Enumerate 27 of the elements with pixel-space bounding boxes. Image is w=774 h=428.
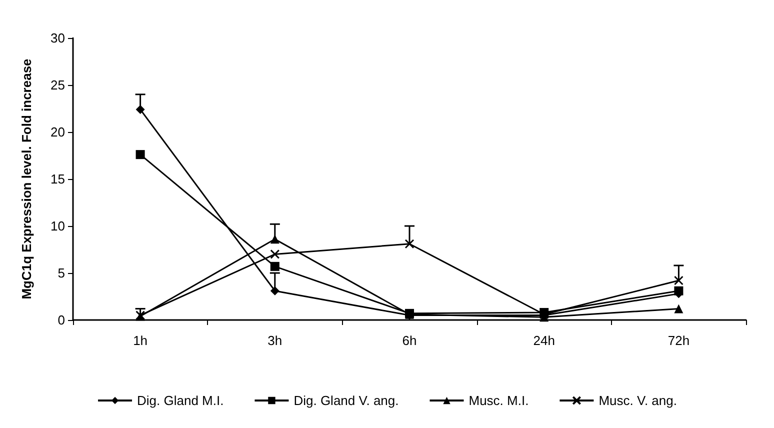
y-axis-title: MgC1q Expression level. Fold increase	[19, 58, 34, 300]
x-tick-label: 24h	[533, 333, 555, 348]
y-tick-label: 10	[50, 218, 65, 234]
point	[270, 249, 280, 259]
point	[674, 286, 684, 296]
legend-label: Dig. Gland V. ang.	[294, 393, 399, 408]
point	[270, 286, 280, 296]
legend-label: Musc. M.I.	[468, 393, 529, 408]
point	[404, 239, 414, 249]
point	[136, 150, 145, 160]
point	[270, 234, 280, 244]
legend-label: Dig. Gland M.I.	[137, 393, 224, 408]
x-tick-label: 1h	[133, 333, 148, 348]
point	[136, 104, 145, 114]
point	[674, 276, 684, 286]
x-tick-label: 72h	[668, 333, 690, 348]
x-tick-label: 6h	[402, 333, 417, 348]
y-tick-label: 20	[50, 124, 65, 140]
y-tick-label: 5	[58, 266, 65, 280]
y-tick-label: 0	[58, 312, 65, 328]
legend-label: Musc. V. ang.	[598, 393, 677, 408]
x-tick-label: 3h	[268, 333, 282, 348]
y-tick-label: 25	[50, 78, 65, 92]
y-tick-label: 15	[50, 172, 65, 186]
point	[270, 262, 280, 271]
point	[674, 304, 684, 314]
y-tick-label: 30	[50, 30, 65, 46]
